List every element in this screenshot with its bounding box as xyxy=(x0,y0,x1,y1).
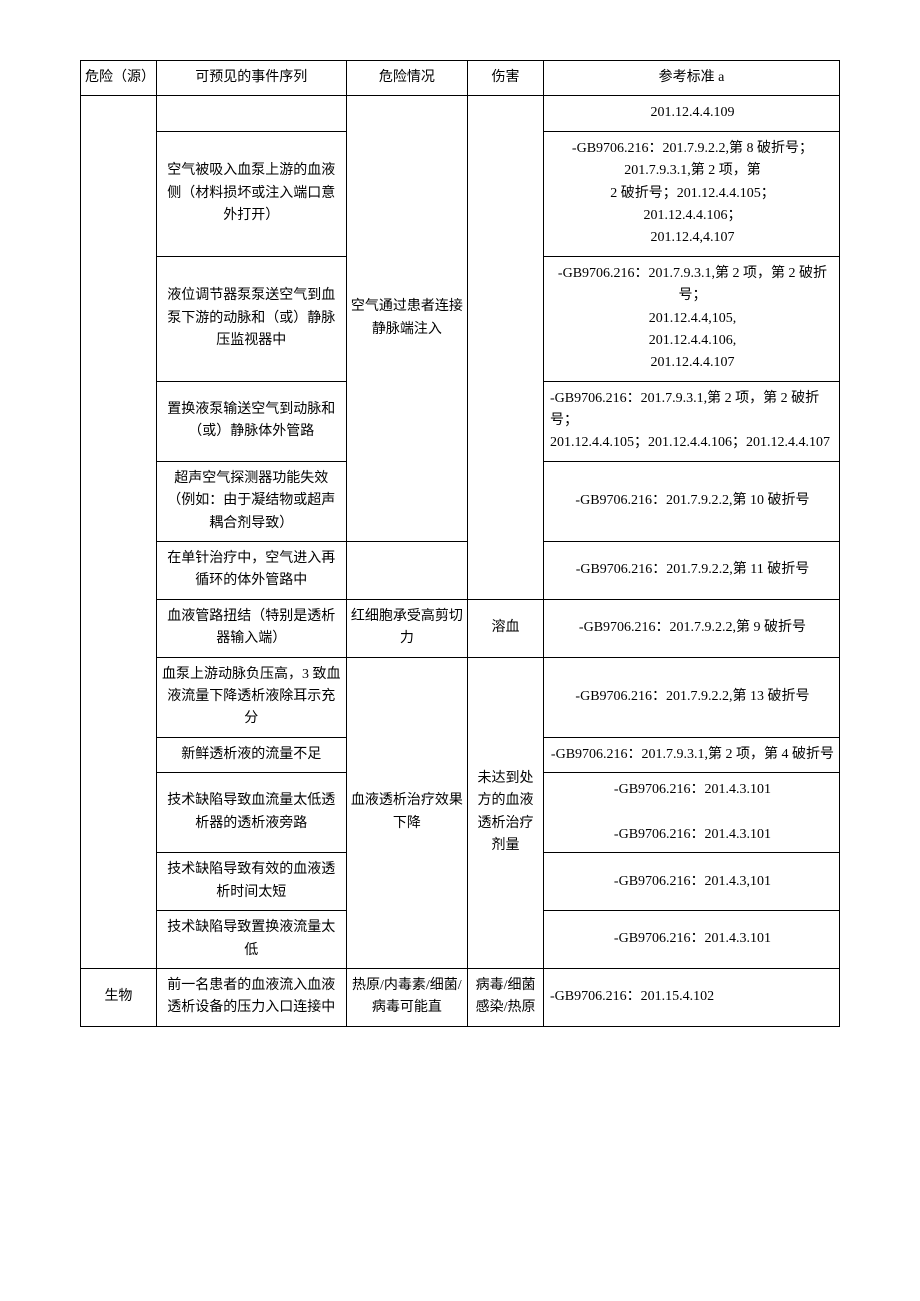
cell-ref: -GB9706.216：201.7.9.2.2,第 9 破折号 xyxy=(543,599,839,657)
cell-ref: -GB9706.216：201.7.9.3.1,第 2 项，第 4 破折号 xyxy=(543,737,839,772)
cell-ref: -GB9706.216：201.4.3.101 xyxy=(543,911,839,969)
cell-event: 新鲜透析液的流量不足 xyxy=(156,737,346,772)
cell-event: 技术缺陷导致有效的血液透析时间太短 xyxy=(156,853,346,911)
table-row: 空气通过患者连接静脉端注入 201.12.4.4.109 xyxy=(81,96,840,131)
cell-situation: 红细胞承受高剪切力 xyxy=(346,599,467,657)
cell-situation xyxy=(346,542,467,600)
header-situation: 危险情况 xyxy=(346,61,467,96)
cell-ref: -GB9706.216：201.15.4.102 xyxy=(543,968,839,1026)
cell-event: 空气被吸入血泵上游的血液侧（材料损坏或注入端口意外打开） xyxy=(156,131,346,256)
header-ref: 参考标准 a xyxy=(543,61,839,96)
cell-harm: 溶血 xyxy=(468,599,544,657)
table-row: 血液管路扭结（特别是透析器输入端） 红细胞承受高剪切力 溶血 -GB9706.2… xyxy=(81,599,840,657)
cell-harm: 病毒/细菌感染/热原 xyxy=(468,968,544,1026)
cell-hazard: 生物 xyxy=(81,968,157,1026)
cell-ref: -GB9706.216：201.7.9.2.2,第 8 破折号； 201.7.9… xyxy=(543,131,839,256)
header-harm: 伤害 xyxy=(468,61,544,96)
header-row: 危险（源） 可预见的事件序列 危险情况 伤害 参考标准 a xyxy=(81,61,840,96)
cell-harm xyxy=(468,96,544,599)
cell-event: 技术缺陷导致血流量太低透析器的透析液旁路 xyxy=(156,773,346,853)
cell-ref: -GB9706.216：201.7.9.2.2,第 13 破折号 xyxy=(543,657,839,737)
cell-event: 血液管路扭结（特别是透析器输入端） xyxy=(156,599,346,657)
cell-event: 前一名患者的血液流入血液透析设备的压力入口连接中 xyxy=(156,968,346,1026)
table-row: 在单针治疗中，空气进入再循环的体外管路中 -GB9706.216：201.7.9… xyxy=(81,542,840,600)
cell-situation: 空气通过患者连接静脉端注入 xyxy=(346,96,467,542)
cell-hazard xyxy=(81,96,157,969)
cell-ref: -GB9706.216：201.7.9.3.1,第 2 项，第 2 破折号； 2… xyxy=(543,381,839,461)
cell-ref: -GB9706.216：201.7.9.2.2,第 11 破折号 xyxy=(543,542,839,600)
header-hazard: 危险（源） xyxy=(81,61,157,96)
cell-ref: -GB9706.216：201.7.9.3.1,第 2 项，第 2 破折号； 2… xyxy=(543,256,839,381)
cell-event: 在单针治疗中，空气进入再循环的体外管路中 xyxy=(156,542,346,600)
cell-situation: 热原/内毒素/细菌/病毒可能直 xyxy=(346,968,467,1026)
hazard-table: 危险（源） 可预见的事件序列 危险情况 伤害 参考标准 a 空气通过患者连接静脉… xyxy=(80,60,840,1027)
cell-ref: -GB9706.216：201.4.3,101 xyxy=(543,853,839,911)
cell-event: 液位调节器泵泵送空气到血泵下游的动脉和（或）静脉压监视器中 xyxy=(156,256,346,381)
cell-event: 技术缺陷导致置换液流量太低 xyxy=(156,911,346,969)
cell-ref: -GB9706.216：201.7.9.2.2,第 10 破折号 xyxy=(543,461,839,541)
cell-event: 置换液泵输送空气到动脉和（或）静脉体外管路 xyxy=(156,381,346,461)
cell-ref: 201.12.4.4.109 xyxy=(543,96,839,131)
table-row: 生物 前一名患者的血液流入血液透析设备的压力入口连接中 热原/内毒素/细菌/病毒… xyxy=(81,968,840,1026)
header-event: 可预见的事件序列 xyxy=(156,61,346,96)
table-row: 血泵上游动脉负压高，3 致血液流量下降透析液除耳示充分 血液透析治疗效果下降 未… xyxy=(81,657,840,737)
cell-harm: 未达到处方的血液透析治疗剂量 xyxy=(468,657,544,968)
cell-ref: -GB9706.216：201.4.3.101 -GB9706.216：201.… xyxy=(543,773,839,853)
cell-event xyxy=(156,96,346,131)
cell-event: 血泵上游动脉负压高，3 致血液流量下降透析液除耳示充分 xyxy=(156,657,346,737)
cell-event: 超声空气探测器功能失效（例如：由于凝结物或超声耦合剂导致） xyxy=(156,461,346,541)
cell-situation: 血液透析治疗效果下降 xyxy=(346,657,467,968)
